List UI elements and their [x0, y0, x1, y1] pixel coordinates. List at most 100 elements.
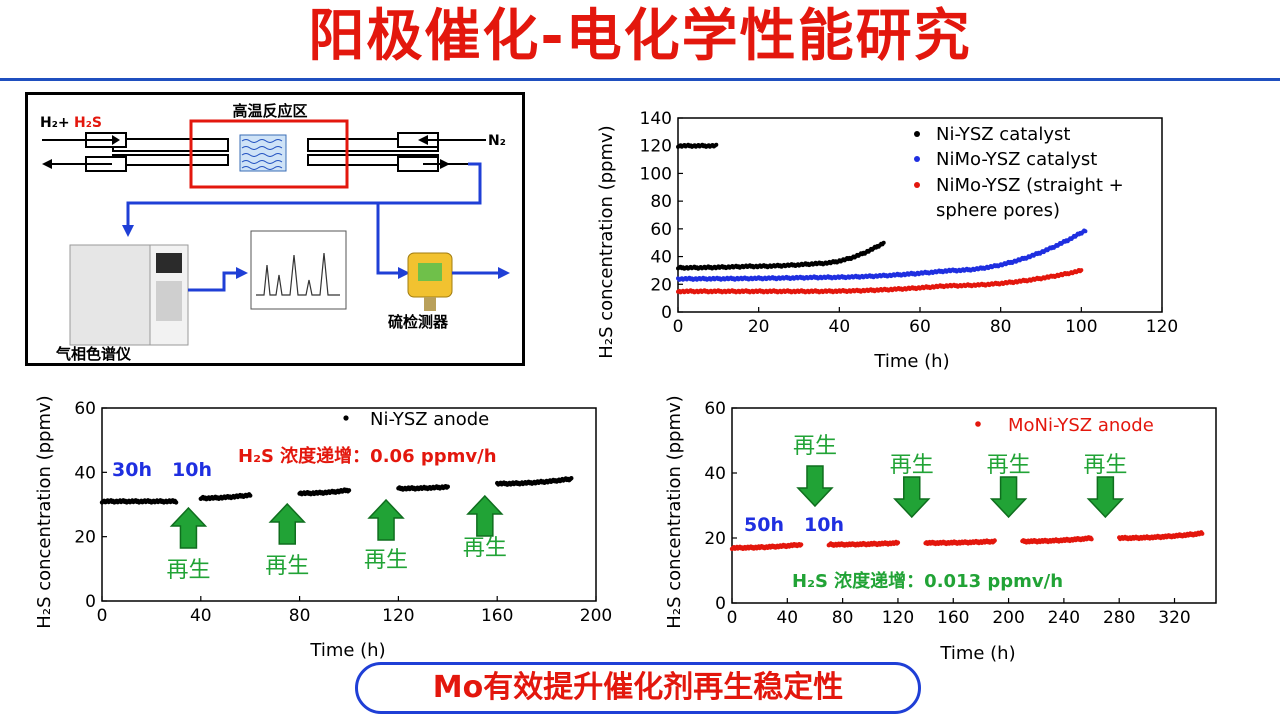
chart-ni-anode-plot: 0 40 80 120 160 200 0 20 40 60: [74, 399, 612, 626]
n2-label: N₂: [488, 133, 506, 149]
moni-anode-regen-label: 再生: [1083, 453, 1127, 478]
moni_anode-xtick-label: 0: [727, 608, 738, 628]
moni-anode-legend-marker: [975, 421, 981, 427]
detector-display: [418, 263, 442, 281]
gc-label: 气相色谱仪: [55, 345, 132, 363]
moni-anode-regen-label: 再生: [890, 453, 934, 478]
ni_anode-point: [346, 488, 352, 493]
moni_anode-xtick-label: 280: [1103, 608, 1135, 628]
chart-catalyst: 0 20 40 60 80 100 120 0 20 40 60 80 100 120 140 Ni-YSZ…: [590, 95, 1190, 375]
moni-anode-legend-label: MoNi-YSZ anode: [1008, 415, 1154, 436]
catalyst-legend-nimo: NiMo-YSZ catalyst: [936, 149, 1097, 170]
ni-anode-regen-arrow: [367, 498, 405, 541]
ni-anode-regen-arrow: [268, 502, 306, 545]
chart-ni-anode: 0 40 80 120 160 200 0 20 40 60 Ni-YSZ anode 30h 10h…: [30, 390, 630, 665]
bed-pattern: [241, 139, 283, 170]
catalyst-legend-pores: NiMo-YSZ (straight +: [936, 175, 1124, 196]
zone-label: 高温反应区: [232, 102, 307, 120]
chart-ni-anode-annotations: Ni-YSZ anode 30h 10h H₂S 浓度递增：0.06 ppmv/h 再生…: [112, 409, 507, 583]
ni_anode-point: [445, 484, 450, 489]
gc-screen: [156, 253, 182, 273]
ni-anode-ylabel: H₂S concentration (ppmv): [34, 395, 55, 628]
catalyst-legend-ni: Ni-YSZ catalyst: [936, 124, 1070, 145]
setup-diagram: 高温反应区 H₂+ H₂S N₂: [25, 92, 525, 366]
ni-anode-period-off: 10h: [172, 459, 212, 481]
ni_anode-xtick-label: 40: [190, 606, 212, 626]
catalyst-xtick-label: 20: [748, 317, 770, 337]
chromatogram-icon: [250, 230, 347, 310]
catalyst-bed: [239, 134, 287, 172]
ni-anode-regen-label: 再生: [364, 548, 408, 573]
catalyst-legend-marker: [914, 182, 920, 188]
catalyst-legend-marker: [914, 156, 920, 162]
moni_anode-point: [1200, 531, 1205, 536]
moni_anode-xtick-label: 80: [832, 608, 854, 628]
chart-catalyst-svg: 0 20 40 60 80 100 120 0 20 40 60 80 100 120 140 Ni-YSZ…: [596, 109, 1179, 372]
moni_anode-frame: [731, 407, 1217, 604]
ni_anode-point: [248, 493, 253, 498]
catalyst-xtick-label: 120: [1146, 317, 1178, 337]
conclusion-text: Mo有效提升催化剂再生稳定性: [432, 670, 844, 705]
catalyst-xlabel: Time (h): [873, 351, 949, 372]
ni_anode-xtick-label: 160: [481, 606, 513, 626]
detector-in-arrowhead: [398, 267, 410, 279]
feed-arrowhead: [112, 135, 120, 145]
feed-h2s-label: H₂S: [74, 115, 102, 131]
catalyst-ytick-label: 80: [650, 192, 672, 212]
moni_anode-point: [798, 542, 804, 547]
gc-to-spectrum-line: [188, 271, 238, 292]
moni-anode-regen-arrow: [989, 476, 1028, 519]
n2-arrowhead: [418, 135, 428, 145]
ni-anode-xlabel: Time (h): [309, 640, 385, 661]
detector-out-arrowhead: [498, 267, 510, 279]
ni_anode-ytick-label: 0: [85, 592, 96, 612]
catalyst-frame: [677, 117, 1163, 313]
catalyst-xtick-label: 40: [829, 317, 851, 337]
catalyst-legend-marker: [914, 131, 920, 137]
page-title: 阳极催化-电化学性能研究: [308, 4, 972, 69]
sample-line-detector: [376, 203, 400, 275]
catalyst-ytick-label: 20: [650, 275, 672, 295]
exhaust-arrowhead-left: [42, 159, 52, 169]
ni-anode-legend-label: Ni-YSZ anode: [370, 409, 489, 430]
catalyst-point: [881, 240, 886, 245]
catalyst-ylabel: H₂S concentration (ppmv): [596, 125, 617, 358]
moni_anode-xtick-label: 120: [882, 608, 914, 628]
moni_anode-ytick-label: 60: [704, 399, 726, 419]
ni-anode-rate-label: H₂S 浓度递增：0.06 ppmv/h: [238, 445, 497, 467]
moni_anode-point: [895, 540, 901, 545]
chart-ni-anode-svg: 0 40 80 120 160 200 0 20 40 60 Ni-YSZ anode 30h 10h…: [34, 395, 612, 661]
ni-anode-regen-label: 再生: [166, 558, 210, 583]
moni-anode-period-off: 10h: [804, 514, 844, 536]
gc-arrowhead: [122, 225, 134, 237]
moni-anode-regen-label: 再生: [987, 453, 1031, 478]
moni-anode-regen-arrow: [796, 465, 834, 508]
sample-line-gc: [126, 162, 482, 225]
tube-left-inner: [112, 138, 229, 152]
moni_anode-ytick-label: 20: [704, 529, 726, 549]
hot-zone-box: [189, 119, 349, 189]
ni_anode-ytick-label: 40: [74, 463, 96, 483]
chart-moni-anode-svg: 0 40 80 120 160 200 240 280 320 0 20 40 60 MoNi-YSZ …: [664, 395, 1217, 664]
chart-catalyst-plot: 0 20 40 60 80 100 120 0 20 40 60 80 100 120 140: [640, 109, 1179, 337]
moni_anode-point: [992, 538, 997, 543]
catalyst-xtick-label: 60: [909, 317, 931, 337]
title-divider: [0, 78, 1280, 81]
moni-anode-regen-arrow: [1086, 476, 1125, 519]
chromatogram-peaks: [256, 252, 340, 296]
ni-anode-regen-label: 再生: [265, 554, 309, 579]
chart-moni-anode: 0 40 80 120 160 200 240 280 320 0 20 40 60 MoNi-YSZ …: [660, 390, 1260, 665]
ni_anode-xtick-label: 0: [97, 606, 108, 626]
moni_anode-xtick-label: 240: [1048, 608, 1080, 628]
catalyst-ytick-label: 60: [650, 220, 672, 240]
catalyst-xtick-label: 0: [673, 317, 684, 337]
feed-label: H₂+: [40, 115, 70, 131]
spectrum-arrowhead: [236, 267, 248, 279]
catalyst-xtick-label: 100: [1065, 317, 1097, 337]
ni_anode-point: [173, 500, 179, 505]
moni_anode-xtick-label: 40: [776, 608, 798, 628]
ni-anode-regen-label: 再生: [463, 536, 507, 561]
moni-anode-regen-label: 再生: [793, 434, 837, 459]
moni_anode-xtick-label: 160: [937, 608, 969, 628]
ni-anode-legend-marker: [343, 415, 349, 421]
